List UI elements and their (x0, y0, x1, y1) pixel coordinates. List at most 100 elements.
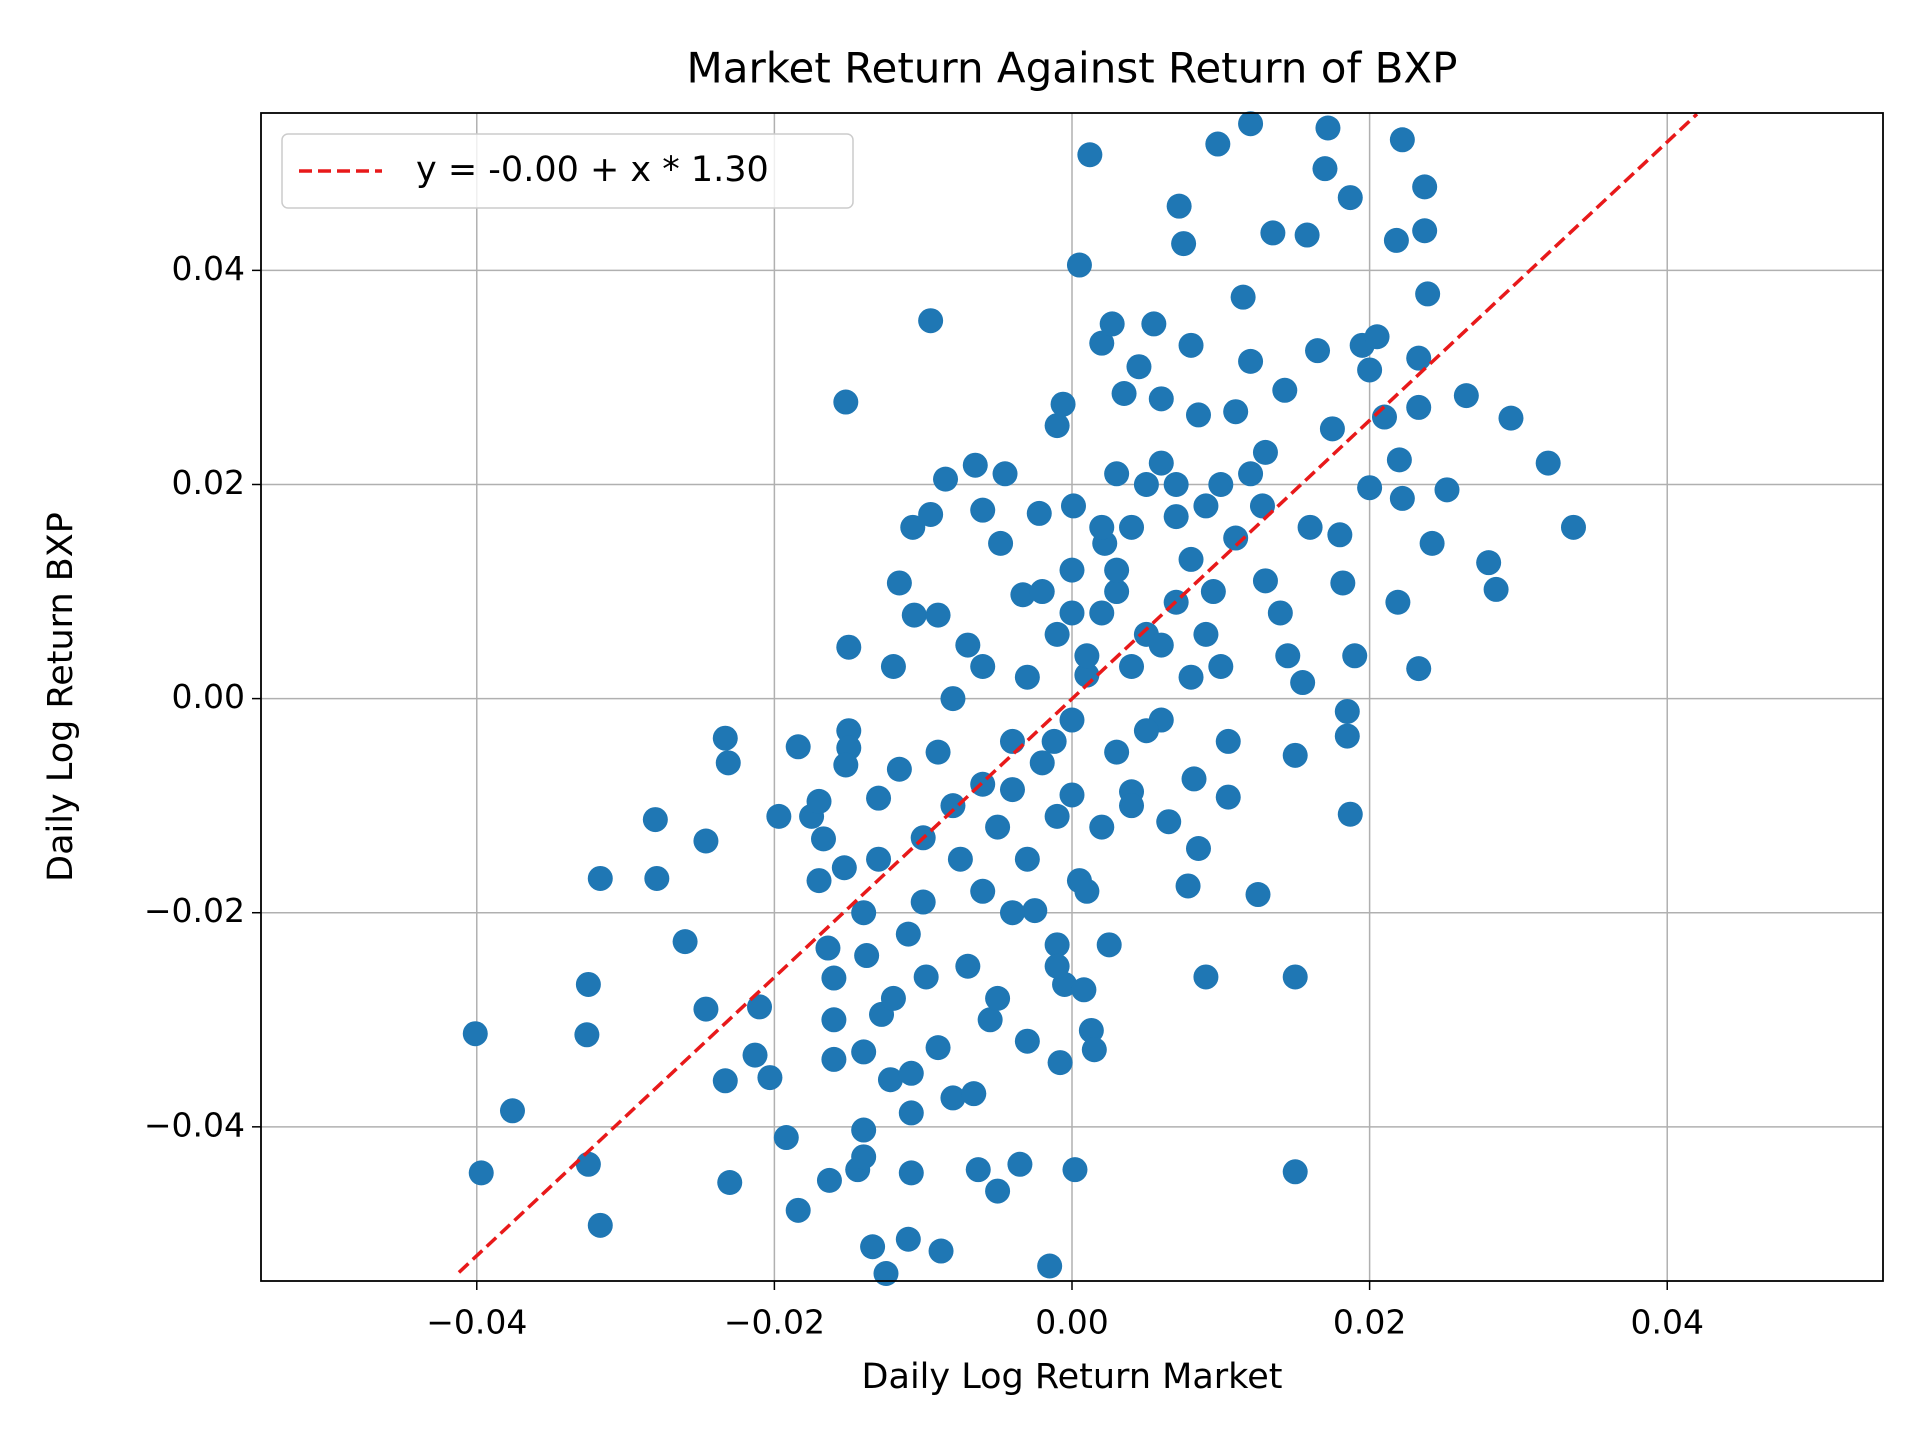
scatter-point (1007, 1151, 1033, 1177)
y-tick-label: 0.04 (172, 249, 245, 288)
scatter-point (1099, 311, 1125, 337)
scatter-point (1014, 1028, 1040, 1054)
scatter-point (1050, 391, 1076, 417)
scatter-point (947, 846, 973, 872)
scatter-point (1044, 621, 1070, 647)
scatter-point (831, 855, 857, 881)
scatter-point (836, 718, 862, 744)
scatter-point (925, 739, 951, 765)
scatter-point (1334, 723, 1360, 749)
scatter-point (1238, 111, 1264, 137)
scatter-point (1385, 589, 1411, 615)
scatter-point (672, 929, 698, 955)
scatter-point (1215, 784, 1241, 810)
scatter-point (985, 814, 1011, 840)
scatter-point (1141, 311, 1167, 337)
scatter-point (1200, 579, 1226, 605)
scatter-point (898, 1060, 924, 1086)
scatter-point (977, 1007, 1003, 1033)
scatter-point (1126, 354, 1152, 380)
scatter-point (1089, 600, 1115, 626)
scatter-point (644, 865, 670, 891)
scatter-point (1022, 898, 1048, 924)
scatter-point (575, 971, 601, 997)
scatter-point (574, 1022, 600, 1048)
scatter-point (806, 868, 832, 894)
scatter-point (642, 807, 668, 833)
scatter-point (1044, 953, 1070, 979)
scatter-point (1419, 530, 1445, 556)
scatter-point (985, 985, 1011, 1011)
scatter-point (895, 921, 921, 947)
scatter-point (1166, 193, 1192, 219)
scatter-point (898, 1160, 924, 1186)
scatter-point (1389, 485, 1415, 511)
scatter-point (1059, 600, 1085, 626)
scatter-point (1294, 222, 1320, 248)
scatter-point (1334, 698, 1360, 724)
scatter-point (1215, 728, 1241, 754)
scatter-point (999, 900, 1025, 926)
scatter-point (1193, 621, 1219, 647)
scatter-point (851, 1144, 877, 1170)
x-tick-label: 0.02 (1333, 1303, 1406, 1342)
y-tick-label: 0.00 (172, 677, 245, 716)
scatter-point (785, 734, 811, 760)
scatter-point (693, 828, 719, 854)
scatter-point (833, 752, 859, 778)
scatter-point (717, 1170, 743, 1196)
scatter-point (1010, 582, 1036, 608)
scatter-point (1060, 493, 1086, 519)
scatter-point (1337, 801, 1363, 827)
scatter-point (1389, 127, 1415, 153)
scatter-point (940, 1085, 966, 1111)
scatter-point (1275, 643, 1301, 669)
scatter-point (1272, 377, 1298, 403)
scatter-point (940, 686, 966, 712)
scatter-point (1181, 766, 1207, 792)
scatter-point (1453, 383, 1479, 409)
scatter-point (1282, 964, 1308, 990)
scatter-point (1175, 873, 1201, 899)
scatter-point (1252, 439, 1278, 465)
scatter-point (1074, 878, 1100, 904)
scatter-point (1205, 131, 1231, 157)
scatter-point (1406, 656, 1432, 682)
scatter-point (1071, 977, 1097, 1003)
scatter-point (1342, 643, 1368, 669)
scatter-point (999, 728, 1025, 754)
scatter-point (575, 1151, 601, 1177)
scatter-point (1434, 477, 1460, 503)
scatter-point (1133, 718, 1159, 744)
scatter-point (860, 1234, 886, 1260)
scatter-point (1415, 281, 1441, 307)
scatter-point (712, 1068, 738, 1094)
scatter-point (1089, 330, 1115, 356)
legend-box (281, 133, 854, 209)
scatter-point (1327, 522, 1353, 548)
scatter-point (1535, 450, 1561, 476)
scatter-point (1178, 546, 1204, 572)
scatter-point (1193, 493, 1219, 519)
scatter-point (1193, 964, 1219, 990)
scatter-point (1483, 576, 1509, 602)
scatter-point (815, 935, 841, 961)
scatter-point (1133, 471, 1159, 497)
y-tick-label: −0.02 (144, 891, 245, 930)
scatter-point (1383, 227, 1409, 253)
scatter-point (1026, 500, 1052, 526)
scatter-point (854, 943, 880, 969)
scatter-point (810, 826, 836, 852)
scatter-point (1066, 252, 1092, 278)
scatter-point (1406, 394, 1432, 420)
scatter-point (742, 1042, 768, 1068)
scatter-point (816, 1167, 842, 1193)
scatter-point (468, 1160, 494, 1186)
scatter-point (1044, 413, 1070, 439)
scatter-point (925, 602, 951, 628)
scatter-point (1185, 835, 1211, 861)
scatter-point (1171, 231, 1197, 257)
scatter-point (1315, 115, 1341, 141)
scatter-point (1498, 405, 1524, 431)
